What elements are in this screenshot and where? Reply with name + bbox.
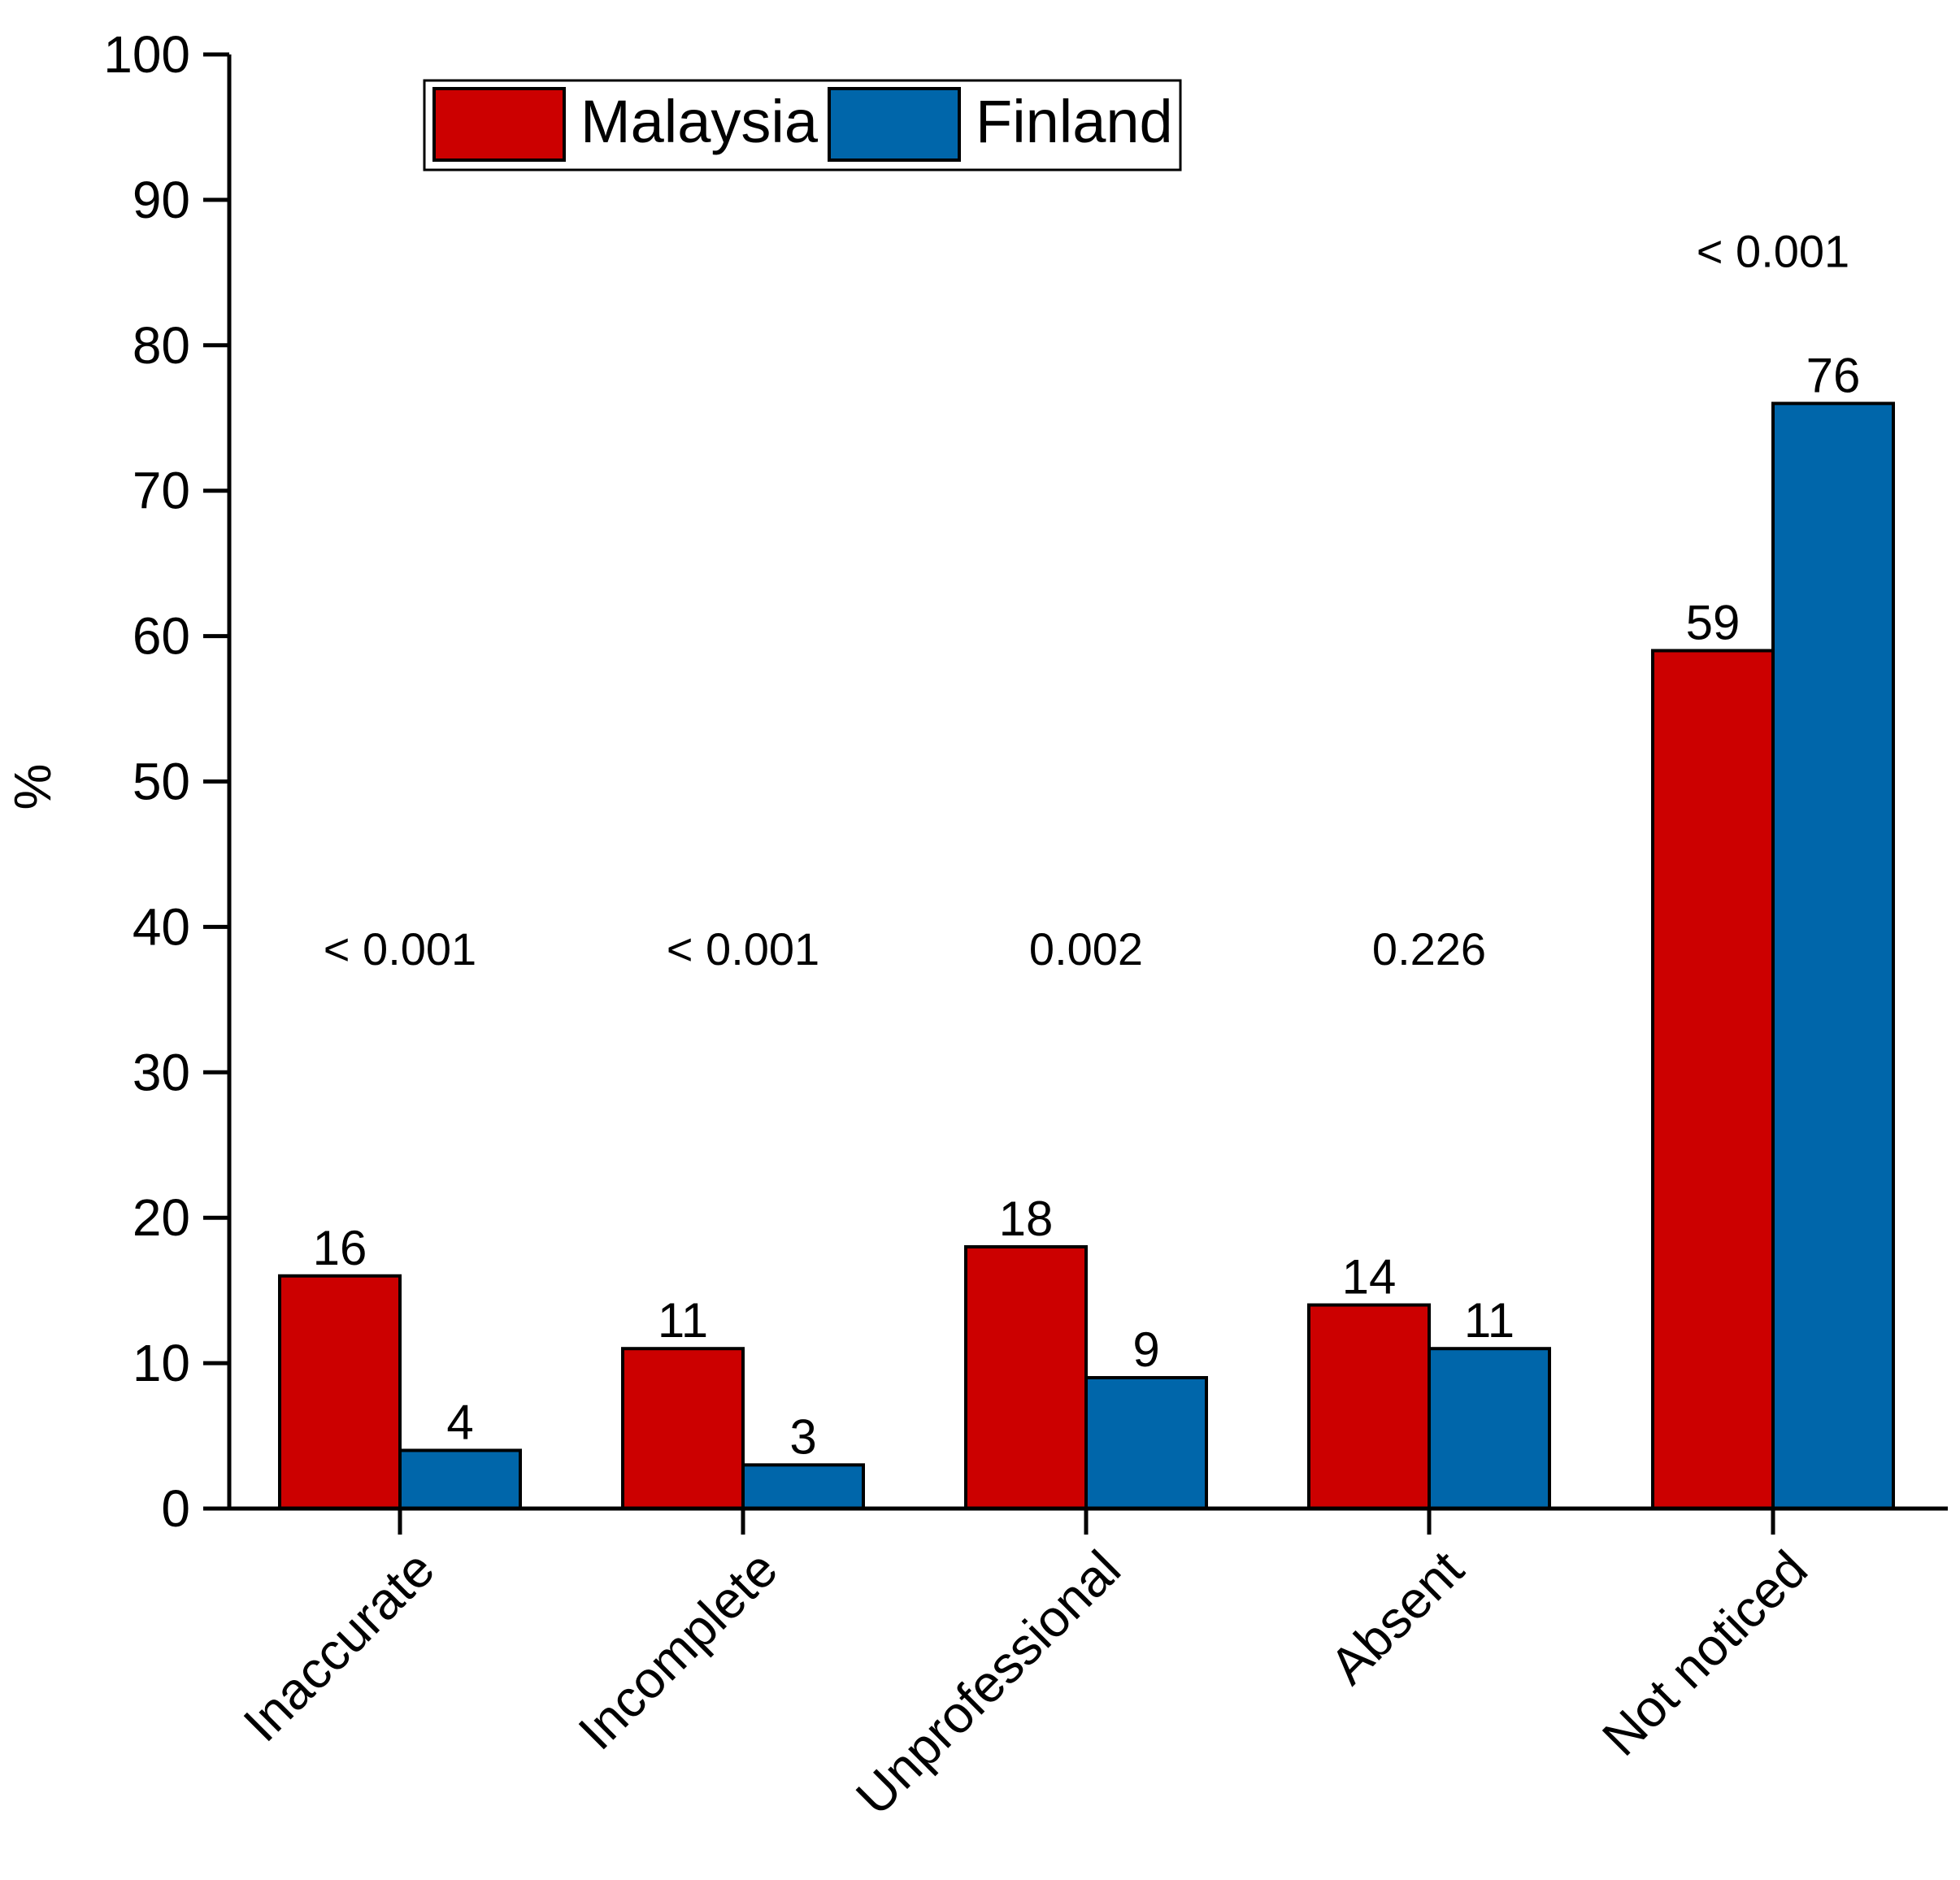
value-label-finland-inaccurate: 4 (446, 1395, 473, 1449)
x-tick-label-unprofessional: Unprofessional (845, 1539, 1132, 1826)
value-label-malaysia-incomplete: 11 (658, 1293, 708, 1348)
bar-malaysia-not-noticed (1651, 649, 1775, 1510)
p-value-not-noticed: < 0.001 (1697, 226, 1849, 277)
value-label-finland-not-noticed: 76 (1806, 348, 1861, 402)
y-tick-label-10: 10 (133, 1334, 190, 1392)
x-tick-label-incomplete: Incomplete (567, 1539, 789, 1761)
bar-finland-incomplete (741, 1463, 865, 1510)
bar-malaysia-incomplete (621, 1347, 745, 1510)
value-label-malaysia-not-noticed: 59 (1686, 595, 1741, 649)
x-tick-labels: Inaccurate Incomplete Unprofessional Absent… (233, 1539, 1819, 1826)
value-label-finland-incomplete: 3 (789, 1409, 816, 1464)
y-tick-label-70: 70 (133, 462, 190, 520)
legend: Malaysia Finland (423, 79, 1182, 172)
bar-finland-not-noticed (1771, 402, 1895, 1510)
y-tick-label-40: 40 (133, 897, 190, 956)
y-tick-label-100: 100 (103, 25, 190, 84)
value-label-finland-absent: 11 (1464, 1293, 1515, 1348)
value-labels: 16 4 11 3 18 9 14 11 59 76 (313, 348, 1861, 1464)
y-tick-label-90: 90 (133, 171, 190, 229)
y-tick-label-50: 50 (133, 753, 190, 811)
y-tick-label-0: 0 (161, 1479, 190, 1538)
value-label-malaysia-inaccurate: 16 (313, 1221, 367, 1275)
legend-swatch-malaysia (432, 87, 566, 162)
legend-swatch-finland (828, 87, 961, 162)
legend-label-finland: Finland (976, 88, 1173, 155)
value-label-malaysia-unprofessional: 18 (999, 1192, 1054, 1246)
p-value-incomplete: < 0.001 (667, 923, 819, 975)
p-value-annotations: < 0.001 < 0.001 0.002 0.226 < 0.001 (324, 226, 1849, 975)
y-axis-label: % (3, 764, 62, 810)
y-tick-label-30: 30 (133, 1043, 190, 1101)
bar-finland-absent (1428, 1347, 1551, 1510)
bar-finland-inaccurate (398, 1448, 522, 1510)
axes (203, 52, 1948, 1535)
x-tick-label-inaccurate: Inaccurate (233, 1539, 445, 1752)
y-tick-labels: 0 10 20 30 40 50 60 70 80 90 100 (103, 25, 190, 1538)
value-label-malaysia-absent: 14 (1342, 1250, 1397, 1305)
x-tick-label-absent: Absent (1319, 1539, 1475, 1695)
x-tick-label-not-noticed: Not noticed (1591, 1539, 1819, 1767)
p-value-inaccurate: < 0.001 (324, 923, 476, 975)
p-value-absent: 0.226 (1372, 923, 1486, 975)
y-tick-label-80: 80 (133, 316, 190, 375)
legend-label-malaysia: Malaysia (580, 88, 819, 155)
y-tick-label-60: 60 (133, 607, 190, 666)
bar-malaysia-absent (1307, 1303, 1431, 1511)
bar-finland-unprofessional (1084, 1375, 1208, 1510)
bar-malaysia-inaccurate (278, 1274, 402, 1510)
value-label-finland-unprofessional: 9 (1132, 1322, 1159, 1377)
p-value-unprofessional: 0.002 (1029, 923, 1143, 975)
y-tick-label-20: 20 (133, 1188, 190, 1247)
bar-malaysia-unprofessional (964, 1244, 1088, 1510)
